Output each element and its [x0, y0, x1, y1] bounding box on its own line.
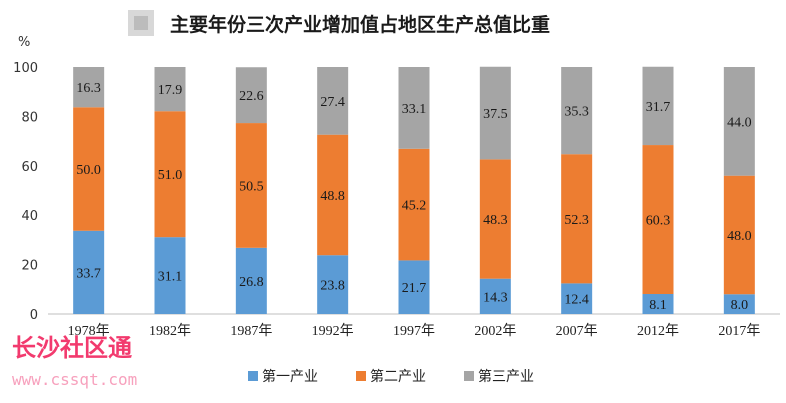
watermark-url: www.cssqt.com [12, 370, 137, 389]
bar-segment [398, 260, 430, 314]
data-label: 16.3 [76, 81, 101, 96]
y-tick-label: 40 [21, 209, 38, 224]
data-label: 31.1 [158, 270, 183, 285]
x-tick-label: 2002年 [474, 323, 516, 339]
data-label: 51.0 [158, 168, 183, 183]
legend-label: 第一产业 [262, 368, 318, 385]
legend-swatch [356, 371, 366, 381]
bar-segment [642, 66, 674, 146]
data-label: 14.3 [483, 290, 508, 305]
blurred-logo [128, 10, 154, 36]
y-tick-label: 80 [21, 110, 38, 125]
data-label: 52.3 [564, 213, 589, 228]
bar-segment [235, 123, 267, 248]
data-label: 8.0 [731, 298, 749, 313]
legend-swatch [464, 371, 474, 381]
bar-segment [235, 247, 267, 314]
bar-segment [317, 67, 349, 135]
y-tick-label: 60 [21, 160, 38, 175]
legend-label: 第三产业 [478, 368, 534, 385]
legend: 第一产业 第二产业 第三产业 [248, 368, 534, 385]
bar-segment [723, 175, 755, 295]
watermark-text: 长沙社区通 [12, 334, 132, 362]
bar-segment [73, 107, 105, 231]
x-axis-ticks: 1978年 1982年 1987年 1992年 1997年 2002年 2007年 2012年… [68, 323, 761, 339]
bar-segment [561, 283, 593, 314]
data-label: 50.5 [239, 179, 264, 194]
x-tick-label: 2007年 [556, 323, 598, 339]
bar-segment [642, 145, 674, 294]
data-label: 12.4 [564, 293, 589, 308]
data-label: 48.8 [320, 189, 345, 204]
bar-segment [73, 67, 105, 108]
bar-segment [154, 111, 186, 238]
bars-group: 33.7 50.0 16.3 31.1 51.0 17.9 26.8 50.5 22.6 23.8… [73, 66, 755, 314]
data-label: 22.6 [239, 89, 264, 104]
data-label: 21.7 [402, 281, 427, 296]
data-label: 37.5 [483, 107, 508, 122]
bar-segment [642, 293, 674, 314]
data-label: 27.4 [320, 95, 345, 110]
legend-swatch [248, 371, 258, 381]
x-tick-label: 2017年 [718, 323, 760, 339]
bar-segment [723, 67, 755, 176]
data-label: 35.3 [564, 105, 589, 120]
chart-title: 主要年份三次产业增加值占地区生产总值比重 [170, 13, 550, 36]
data-label: 23.8 [320, 279, 345, 294]
bar-segment [154, 237, 186, 314]
y-tick-label: 100 [13, 61, 38, 76]
x-tick-label: 1992年 [312, 323, 354, 339]
bar-segment [723, 294, 755, 314]
data-label: 17.9 [158, 83, 183, 98]
data-label: 33.1 [402, 102, 427, 117]
data-label: 33.7 [76, 266, 101, 281]
y-tick-label: 20 [21, 259, 38, 274]
x-tick-label: 1982年 [149, 323, 191, 339]
bar-segment [561, 67, 593, 155]
data-label: 48.3 [483, 213, 508, 228]
data-label: 45.2 [402, 199, 427, 214]
bar-segment [561, 154, 593, 284]
data-label: 8.1 [649, 298, 667, 313]
bar-segment [317, 134, 349, 256]
data-label: 50.0 [76, 163, 101, 178]
data-label: 60.3 [646, 214, 671, 229]
legend-label: 第二产业 [370, 368, 426, 385]
y-axis-ticks: 0 20 40 60 80 100 [13, 61, 38, 323]
bar-segment [73, 230, 105, 314]
bar-segment [398, 148, 430, 261]
data-label: 31.7 [646, 100, 671, 115]
data-label: 48.0 [727, 229, 752, 244]
bar-segment [317, 255, 349, 314]
watermark: 长沙社区通 www.cssqt.com [12, 334, 137, 389]
bar-segment [235, 67, 267, 124]
bar-segment [398, 67, 430, 149]
x-tick-label: 1978年 [68, 323, 110, 339]
bar-segment [479, 278, 511, 314]
bar-segment [479, 66, 511, 160]
bar-segment [479, 159, 511, 279]
y-axis-unit: % [18, 35, 30, 50]
y-tick-label: 0 [30, 308, 38, 323]
x-tick-label: 1987年 [230, 323, 272, 339]
bar-segment [154, 67, 186, 112]
x-tick-label: 2012年 [637, 323, 679, 339]
data-label: 26.8 [239, 275, 264, 290]
data-label: 44.0 [727, 115, 752, 130]
x-tick-label: 1997年 [393, 323, 435, 339]
